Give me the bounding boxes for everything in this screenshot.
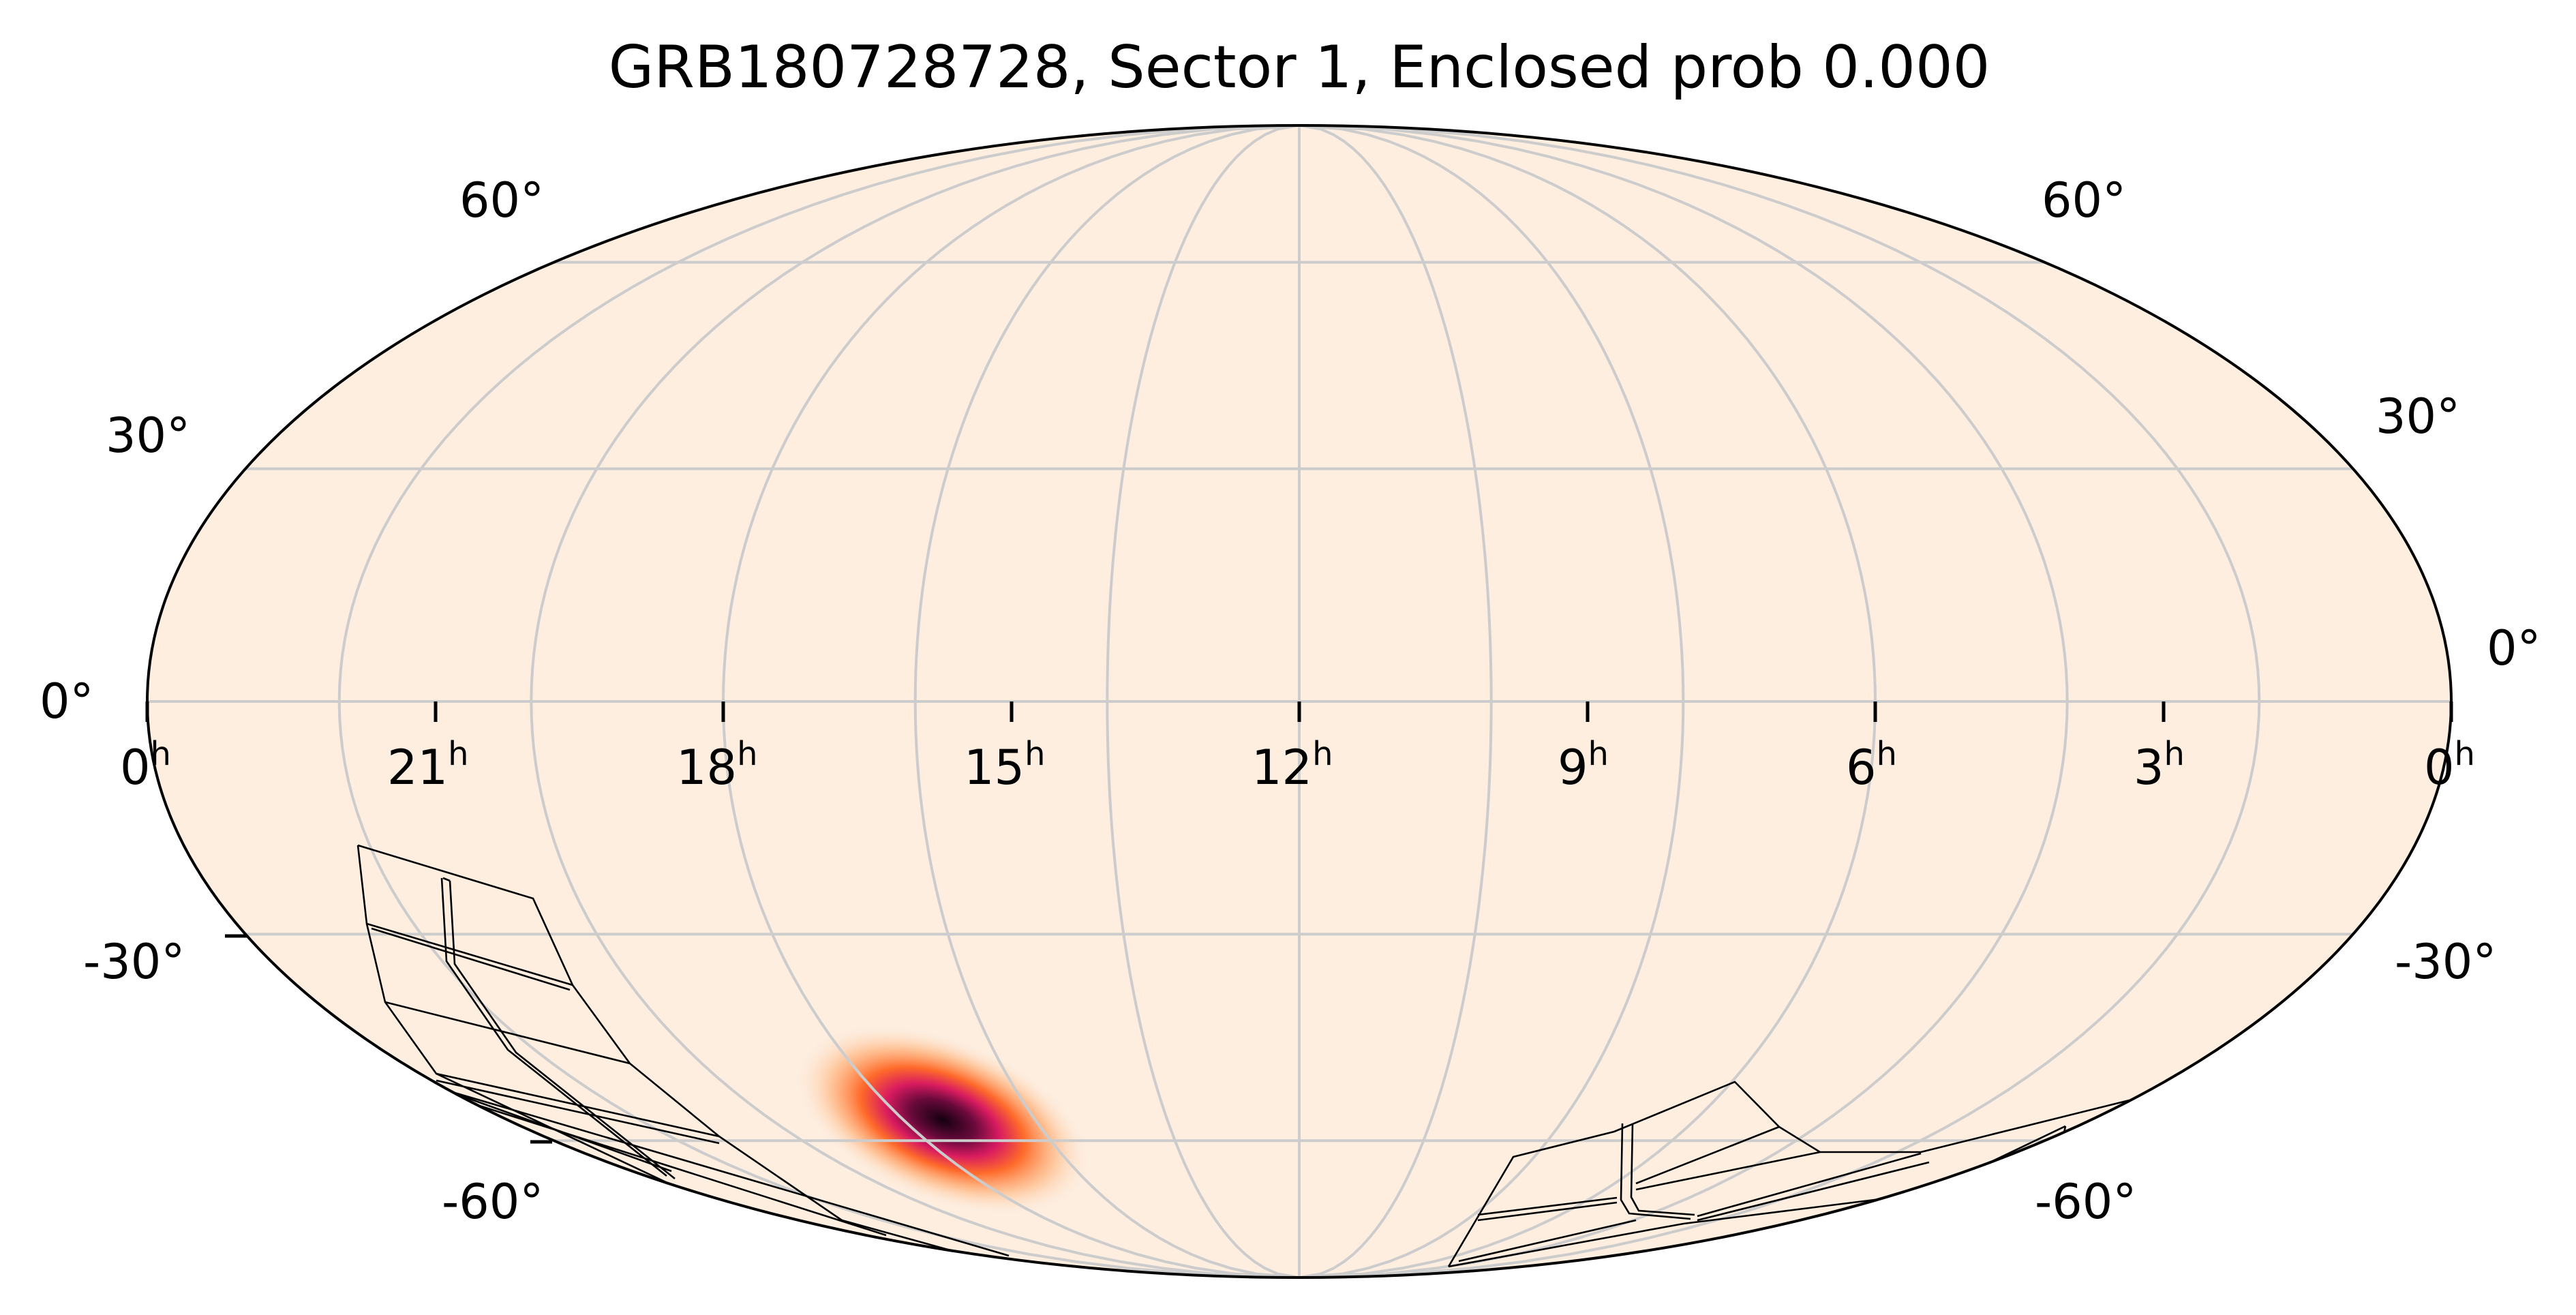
ra-label: 6h — [1846, 735, 1897, 796]
dec-labels-right: 60° 30° 0° -30° -60° — [2035, 172, 2541, 1230]
dec-label: -60° — [442, 1174, 543, 1230]
ra-tick-marks — [145, 701, 2453, 722]
ra-gridline — [1299, 125, 1685, 1278]
ra-label: 12h — [1252, 735, 1333, 796]
ra-label: 0h — [120, 735, 171, 796]
map-title: GRB180728728, Sector 1, Enclosed prob 0.… — [609, 33, 1990, 102]
ra-gridline — [1299, 125, 2261, 1278]
dec-label: 60° — [2042, 172, 2126, 228]
dec-label: 60° — [459, 172, 544, 228]
ra-gridline — [530, 125, 1300, 1278]
dec-labels-left: 60° 30° 0° -30° -60° — [40, 172, 544, 1230]
dec-label: -30° — [2395, 934, 2496, 990]
dec-label: 0° — [2487, 620, 2541, 676]
ra-label: 9h — [1558, 735, 1609, 796]
ra-gridline — [1299, 125, 2069, 1278]
ra-labels: 0h 21h 18h 15h 12h 9h 6h 3h 0h — [120, 735, 2475, 796]
ra-gridline — [913, 125, 1300, 1278]
footprint-left-ccd-array — [357, 844, 1015, 1269]
ra-label: 18h — [676, 735, 758, 796]
dec-tick-marks — [225, 934, 552, 1144]
dec-label: 0° — [40, 674, 94, 729]
probability-hotspot — [794, 1024, 1091, 1216]
ra-label: 3h — [2134, 735, 2185, 796]
ra-label: 15h — [964, 735, 1046, 796]
ra-label: 0h — [2424, 735, 2475, 796]
dec-label: -60° — [2035, 1174, 2136, 1230]
dec-label: 30° — [2376, 389, 2460, 444]
ra-gridline — [1299, 125, 1493, 1278]
ra-label: 21h — [387, 735, 469, 796]
ra-gridline — [1106, 125, 1300, 1278]
dec-label: -30° — [83, 934, 185, 990]
dec-label: 30° — [106, 408, 190, 464]
ra-gridline — [337, 125, 1300, 1278]
